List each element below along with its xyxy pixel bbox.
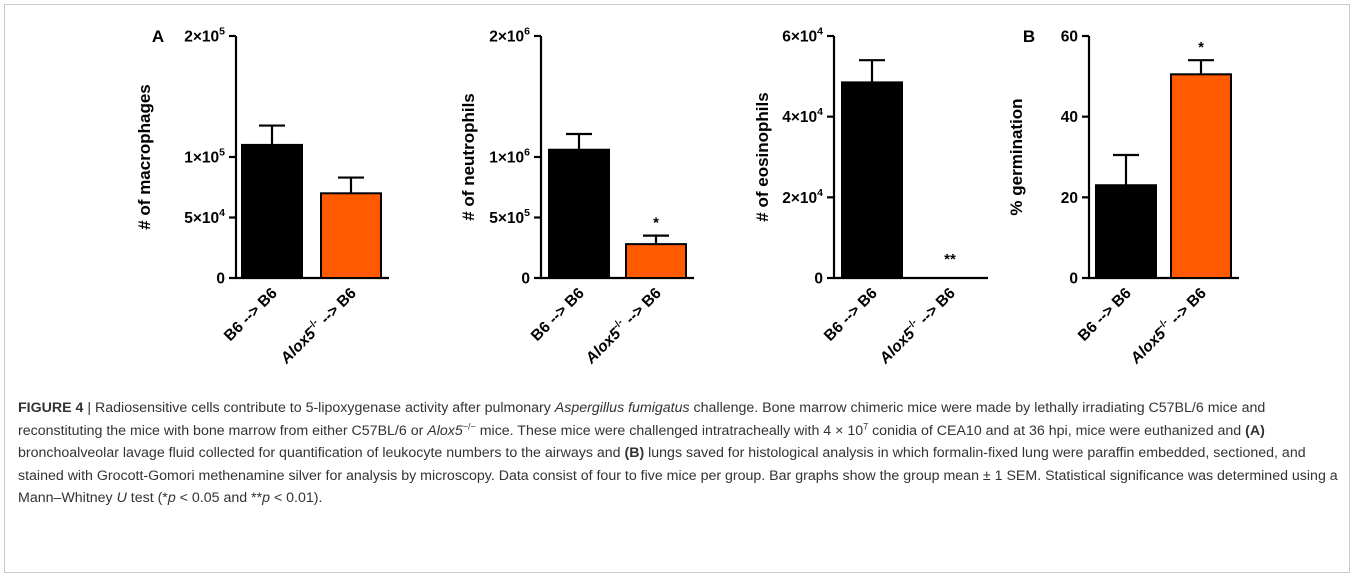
caption-separator: | (83, 400, 96, 416)
y-tick-label: 1×105 (184, 147, 225, 167)
caption-p-2: p (262, 490, 270, 507)
bar-b6 (1095, 184, 1157, 280)
y-tick-label: 5×105 (489, 207, 530, 227)
caption-exponent: 7 (863, 420, 869, 431)
significance-marker: ** (944, 251, 956, 268)
bar-alox5 (1170, 73, 1232, 279)
y-tick-label: 40 (1061, 109, 1078, 126)
y-tick-label: 0 (521, 271, 530, 288)
figure-label: FIGURE 4 (18, 400, 84, 416)
caption-text-1: Radiosensitive cells contribute to 5-lip… (95, 400, 555, 416)
category-label: Alox5-/- --> B6 (275, 283, 360, 368)
category-label: B6 --> B6 (1075, 285, 1135, 345)
bar-alox5 (320, 192, 382, 279)
caption-gene: Alox5 (427, 422, 463, 439)
caption-text-8: < 0.05 and ** (175, 490, 263, 507)
chart-panel-1: A # of macrophages 0 5×104 1×105 2×105 B6 --> … (135, 26, 389, 368)
category-label: B6 --> B6 (221, 285, 281, 345)
y-tick-label: 60 (1061, 29, 1078, 46)
caption-text-2: challenge. Bone marrow chimeric mice wer… (18, 400, 1266, 439)
y-tick-label: 6×104 (782, 26, 823, 46)
chart-panel-3: # of eosinophils 0 2×104 4×104 6×104 B6 --> B… (753, 26, 988, 368)
y-axis-label: # of neutrophils (459, 93, 478, 221)
y-tick-label: 0 (216, 271, 225, 288)
figure-frame (4, 4, 1350, 573)
y-tick-label: 20 (1061, 190, 1078, 207)
y-tick-label: 2×105 (184, 26, 225, 46)
category-label: B6 --> B6 (821, 285, 881, 345)
caption-text-3: mice. These mice were challenged intratr… (475, 422, 864, 439)
y-tick-label: 1×106 (489, 147, 530, 167)
significance-marker: * (653, 215, 659, 232)
y-axis-label: # of macrophages (135, 84, 154, 230)
category-label: B6 --> B6 (528, 285, 588, 345)
caption-ref-a: (A) (1245, 422, 1265, 439)
caption-species: Aspergillus fumigatus (554, 400, 690, 416)
category-label: Alox5-/- --> B6 (874, 283, 959, 368)
y-tick-label: 0 (1069, 271, 1078, 288)
caption-text-6: lungs saved for histological analysis in… (18, 445, 1338, 507)
y-tick-label: 2×106 (489, 26, 530, 46)
y-axis-label: # of eosinophils (753, 92, 772, 221)
y-tick-label: 4×104 (782, 106, 823, 126)
panel-label: A (152, 27, 164, 46)
y-tick-label: 0 (814, 271, 823, 288)
figure-charts: A # of macrophages 0 5×104 1×105 2×105 B6 --> … (135, 26, 1239, 368)
y-tick-label: 5×104 (184, 207, 225, 227)
figure-caption: FIGURE 4 | Radiosensitive cells contribu… (18, 397, 1340, 510)
caption-text-5: bronchoalveolar lavage fluid collected f… (18, 445, 625, 462)
bar-b6 (841, 81, 903, 279)
caption-text-7: test (* (126, 490, 168, 507)
y-tick-label: 2×104 (782, 187, 823, 207)
y-axis-label: % germination (1007, 98, 1026, 215)
caption-ref-b: (B) (624, 445, 645, 462)
significance-marker: * (1198, 39, 1204, 56)
caption-text-9: < 0.01). (270, 490, 323, 507)
bar-alox5 (625, 243, 687, 279)
category-label: Alox5-/- --> B6 (1125, 283, 1210, 368)
caption-p-1: p (167, 490, 176, 507)
category-label: Alox5-/- --> B6 (580, 283, 665, 368)
bar-b6 (241, 143, 303, 279)
chart-panel-4: B % germination 0 20 40 60 B6 --> B6 * Alox5-/- … (1007, 27, 1239, 368)
caption-text-4: conidia of CEA10 and at 36 hpi, mice wer… (868, 422, 1246, 439)
bar-b6 (548, 148, 610, 279)
panel-label: B (1023, 27, 1035, 46)
caption-gene-sup: −/− (462, 420, 476, 431)
caption-u: U (116, 490, 127, 507)
chart-panel-2: # of neutrophils 0 5×105 1×106 2×106 B6 --> B… (459, 26, 694, 368)
